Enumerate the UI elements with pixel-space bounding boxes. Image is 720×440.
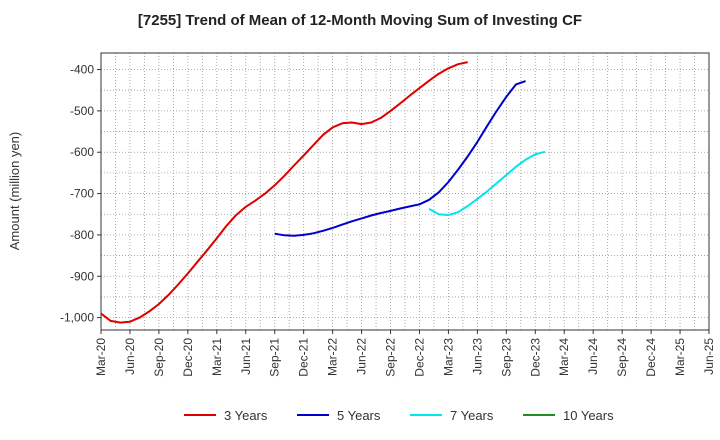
x-axis: Mar-20 Jun-20 Sep-20 Dec-20 Mar-21 Jun-21 Sep-… — [94, 330, 716, 377]
x-tick-label: Jun-21 — [239, 338, 253, 375]
x-tick-label: Sep-23 — [499, 338, 513, 377]
x-tick-label: Jun-23 — [470, 338, 484, 375]
x-tick-label: Jun-22 — [355, 338, 369, 375]
y-tick-label: -1,000 — [60, 311, 94, 325]
series-lines — [100, 61, 546, 324]
gridlines — [100, 53, 710, 330]
x-tick-label: Jun-24 — [586, 338, 600, 375]
x-tick-label: Mar-22 — [326, 338, 340, 376]
series-line-5-years — [274, 80, 526, 237]
y-tick-label: -500 — [70, 104, 94, 118]
x-tick-label: Mar-25 — [673, 338, 687, 376]
x-tick-label: Jun-20 — [123, 338, 137, 375]
x-tick-label: Mar-21 — [210, 338, 224, 376]
series-line-7-years — [428, 150, 546, 217]
y-tick-label: -400 — [70, 63, 94, 77]
x-tick-label: Dec-20 — [181, 338, 195, 377]
x-tick-label: Sep-24 — [615, 338, 629, 377]
x-tick-label: Dec-22 — [412, 338, 426, 377]
y-tick-label: -700 — [70, 187, 94, 201]
x-tick-label: Sep-20 — [152, 338, 166, 377]
x-tick-label: Dec-21 — [297, 338, 311, 377]
legend-label: 10 Years — [563, 408, 614, 423]
x-tick-label: Sep-22 — [384, 338, 398, 377]
x-tick-label: Mar-23 — [441, 338, 455, 376]
x-tick-label: Dec-23 — [528, 338, 542, 377]
y-axis: -400 -500 -600 -700 -800 -900 -1,000 — [60, 63, 101, 325]
legend-item-7-years: 7 Years — [410, 408, 494, 423]
legend: 3 Years 5 Years 7 Years 10 Years — [184, 408, 614, 423]
y-axis-label: Amount (million yen) — [7, 132, 22, 251]
legend-label: 3 Years — [224, 408, 268, 423]
y-tick-label: -800 — [70, 228, 94, 242]
y-tick-label: -900 — [70, 269, 94, 283]
chart-title: [7255] Trend of Mean of 12-Month Moving … — [138, 12, 582, 29]
plot-area — [100, 52, 710, 331]
y-tick-label: -600 — [70, 145, 94, 159]
x-tick-label: Mar-24 — [557, 338, 571, 376]
legend-item-3-years: 3 Years — [184, 408, 268, 423]
legend-label: 5 Years — [337, 408, 381, 423]
x-tick-label: Dec-24 — [644, 338, 658, 377]
legend-label: 7 Years — [450, 408, 494, 423]
legend-item-10-years: 10 Years — [523, 408, 614, 423]
x-tick-label: Mar-20 — [94, 338, 108, 376]
x-tick-label: Sep-21 — [268, 338, 282, 377]
series-line-3-years — [100, 61, 468, 324]
x-tick-label: Jun-25 — [702, 338, 716, 375]
legend-item-5-years: 5 Years — [297, 408, 381, 423]
